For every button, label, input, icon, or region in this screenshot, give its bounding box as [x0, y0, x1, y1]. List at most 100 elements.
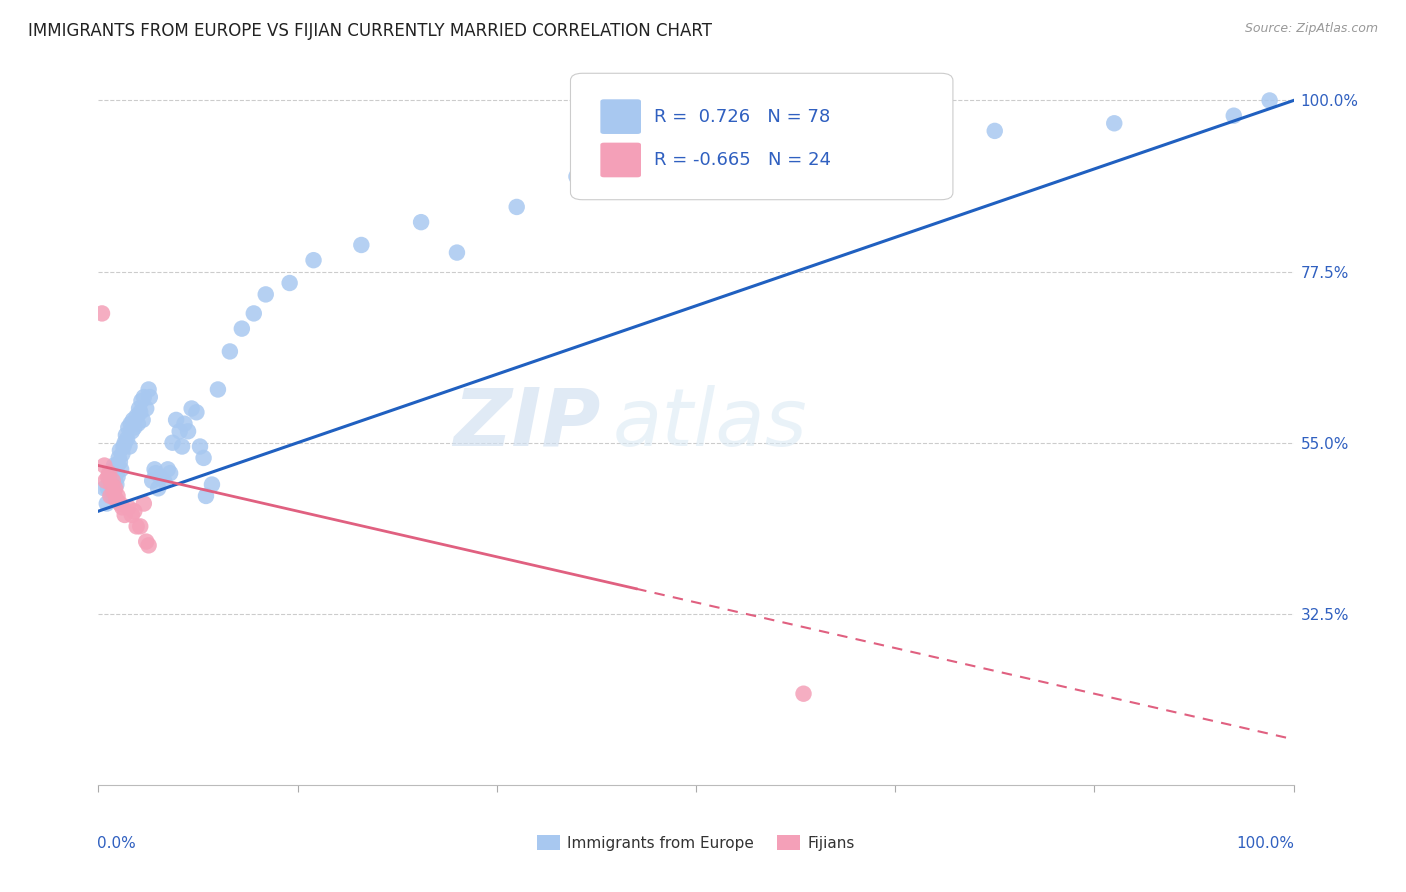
Point [114, 508, 136, 522]
Point [162, 435, 184, 450]
Point [103, 458, 125, 473]
Point [188, 440, 211, 454]
Point [111, 500, 134, 515]
Point [278, 276, 301, 290]
Point [193, 450, 215, 465]
Point [118, 440, 141, 454]
Point [98, 474, 121, 488]
Point [107, 450, 129, 465]
Point [186, 405, 208, 419]
Text: 100.0%: 100.0% [1237, 836, 1295, 851]
Point [195, 489, 218, 503]
Point [180, 401, 202, 416]
Point [243, 306, 266, 320]
Point [156, 462, 179, 476]
Point [97, 481, 120, 495]
Point [103, 485, 125, 500]
Point [108, 455, 131, 469]
Point [139, 390, 162, 404]
Point [1258, 94, 1281, 108]
Point [101, 474, 124, 488]
Point [96, 497, 118, 511]
Point [138, 538, 160, 552]
Point [114, 435, 136, 450]
Point [104, 481, 127, 495]
Point [135, 401, 157, 416]
Point [254, 287, 277, 301]
Text: R = -0.665   N = 24: R = -0.665 N = 24 [654, 151, 831, 169]
Point [121, 425, 143, 439]
Point [110, 462, 132, 476]
Point [105, 492, 128, 507]
Point [793, 687, 815, 701]
Point [124, 420, 146, 434]
Point [100, 477, 122, 491]
Point [94, 474, 117, 488]
Point [1223, 109, 1246, 123]
Point [350, 238, 373, 252]
Point [91, 306, 114, 320]
Point [231, 321, 253, 335]
Point [111, 447, 134, 461]
Point [129, 405, 152, 419]
Point [107, 470, 129, 484]
Point [98, 477, 122, 491]
Text: Source: ZipAtlas.com: Source: ZipAtlas.com [1244, 22, 1378, 36]
Point [411, 215, 433, 229]
Point [169, 425, 191, 439]
Point [173, 417, 195, 431]
Point [165, 413, 187, 427]
Text: 0.0%: 0.0% [97, 836, 136, 851]
Point [984, 124, 1007, 138]
Point [100, 470, 122, 484]
Point [127, 417, 149, 431]
Point [828, 131, 851, 145]
Text: ZIP: ZIP [453, 384, 600, 463]
Point [93, 458, 115, 473]
Point [149, 470, 172, 484]
Point [115, 432, 138, 446]
Point [201, 477, 224, 491]
Point [115, 428, 138, 442]
Text: R =  0.726   N = 78: R = 0.726 N = 78 [654, 108, 831, 126]
Point [104, 474, 127, 488]
Point [124, 504, 146, 518]
Point [107, 458, 129, 473]
Point [121, 508, 143, 522]
Text: atlas: atlas [613, 384, 807, 463]
Point [143, 462, 166, 476]
Point [105, 477, 128, 491]
Point [506, 200, 529, 214]
Point [159, 466, 181, 480]
Text: IMMIGRANTS FROM EUROPE VS FIJIAN CURRENTLY MARRIED CORRELATION CHART: IMMIGRANTS FROM EUROPE VS FIJIAN CURRENT… [28, 22, 711, 40]
Point [148, 481, 170, 495]
Point [125, 519, 148, 533]
Point [565, 169, 588, 184]
Point [302, 253, 325, 268]
Point [105, 466, 128, 480]
Point [108, 443, 131, 458]
Point [153, 474, 176, 488]
Point [177, 425, 200, 439]
Point [135, 534, 157, 549]
Point [117, 420, 139, 434]
Point [122, 413, 145, 427]
Point [141, 474, 163, 488]
Legend: Immigrants from Europe, Fijians: Immigrants from Europe, Fijians [530, 829, 862, 857]
Point [107, 489, 129, 503]
Point [98, 489, 122, 503]
Point [98, 466, 122, 480]
Point [101, 489, 124, 503]
Point [125, 409, 148, 423]
Point [129, 519, 152, 533]
Point [128, 401, 150, 416]
Point [132, 497, 155, 511]
Point [112, 440, 135, 454]
Point [138, 383, 160, 397]
Point [131, 393, 153, 408]
Point [219, 344, 242, 359]
Point [207, 383, 229, 397]
FancyBboxPatch shape [600, 143, 641, 178]
Point [97, 470, 120, 484]
Point [131, 413, 153, 427]
